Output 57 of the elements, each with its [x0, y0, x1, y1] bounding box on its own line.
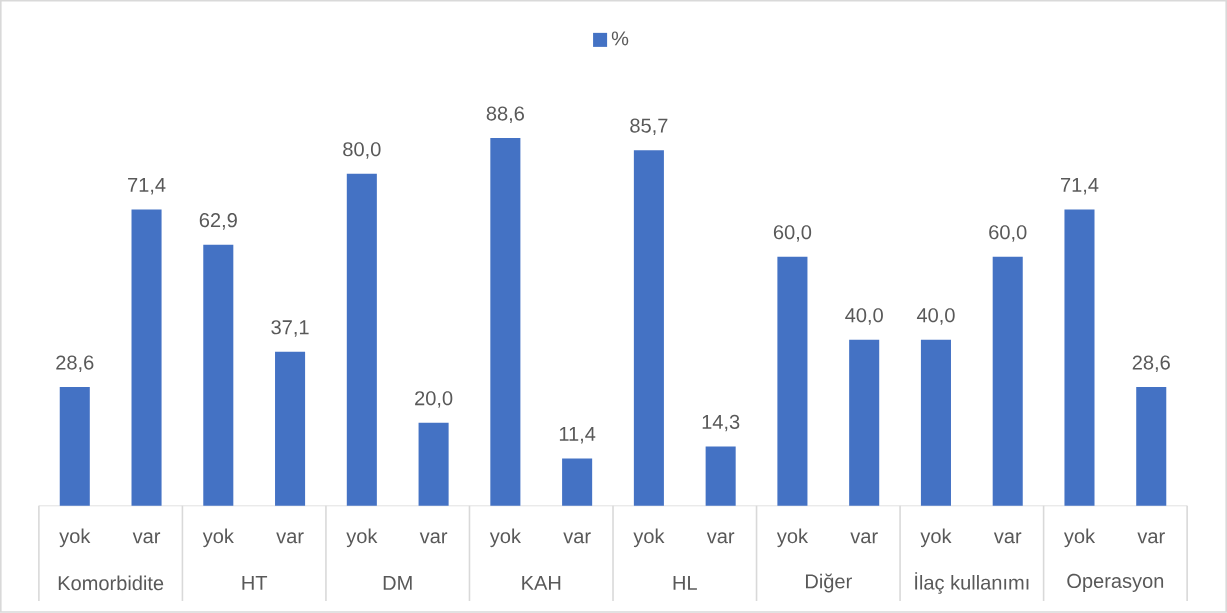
legend-label: % — [611, 31, 629, 46]
data-label: 40,0 — [916, 308, 955, 325]
data-label: 60,0 — [773, 225, 812, 242]
x-tick-label: yok — [1063, 528, 1096, 548]
data-label: 28,6 — [56, 355, 94, 373]
text: Komorbidite — [58, 575, 164, 591]
bar — [275, 351, 306, 506]
bar — [705, 446, 736, 506]
x-tick-label: var — [850, 532, 878, 544]
data-label: 80,0 — [343, 142, 381, 159]
bar — [1136, 387, 1167, 506]
bar — [59, 387, 90, 506]
data-label: 71,4 — [1061, 178, 1099, 195]
bar — [418, 422, 449, 506]
text: HT — [242, 576, 268, 590]
bar — [1064, 209, 1095, 506]
x-tick-label: var — [1137, 532, 1165, 544]
bar — [131, 209, 162, 506]
x-tick-label: yok — [346, 528, 378, 548]
data-label: 88,6 — [486, 106, 524, 124]
x-tick-label: var — [563, 532, 591, 544]
x-tick-label: var — [276, 532, 304, 544]
text: HL — [673, 576, 697, 590]
x-tick-label: yok — [489, 528, 521, 548]
x-tick-label: yok — [59, 528, 91, 548]
x-tick-label: var — [419, 532, 448, 544]
data-label: 37,1 — [271, 320, 309, 337]
bar — [849, 339, 880, 506]
x-tick-label: yok — [920, 528, 952, 548]
data-label: 40,0 — [845, 308, 883, 325]
data-label: 20,0 — [415, 391, 453, 408]
data-label: 60,0 — [989, 225, 1027, 242]
bar — [490, 138, 521, 506]
text: İlaç kullanımı — [915, 572, 1029, 594]
text: DM — [383, 576, 412, 590]
x-tick-label: var — [132, 532, 161, 544]
x-tick-label: var — [993, 532, 1022, 544]
text: Diğer — [806, 573, 852, 593]
data-label: 28,6 — [1132, 355, 1170, 373]
data-label: 62,9 — [199, 213, 237, 230]
data-label: 11,4 — [559, 427, 596, 444]
data-label: 85,7 — [630, 118, 668, 136]
x-tick-label: var — [706, 532, 735, 544]
bar — [562, 458, 593, 506]
bar — [633, 150, 664, 506]
x-tick-label: yok — [776, 528, 809, 548]
text: KAH — [522, 576, 561, 590]
bar — [203, 244, 234, 506]
bar — [992, 256, 1023, 506]
bar — [777, 256, 808, 506]
data-label: 71,4 — [128, 178, 166, 195]
x-tick-label: yok — [633, 528, 665, 548]
x-tick-label: yok — [202, 528, 234, 548]
data-label: 14,3 — [702, 414, 740, 432]
bar — [346, 173, 377, 506]
text: Operasyon — [1067, 573, 1164, 593]
bar — [920, 339, 951, 506]
